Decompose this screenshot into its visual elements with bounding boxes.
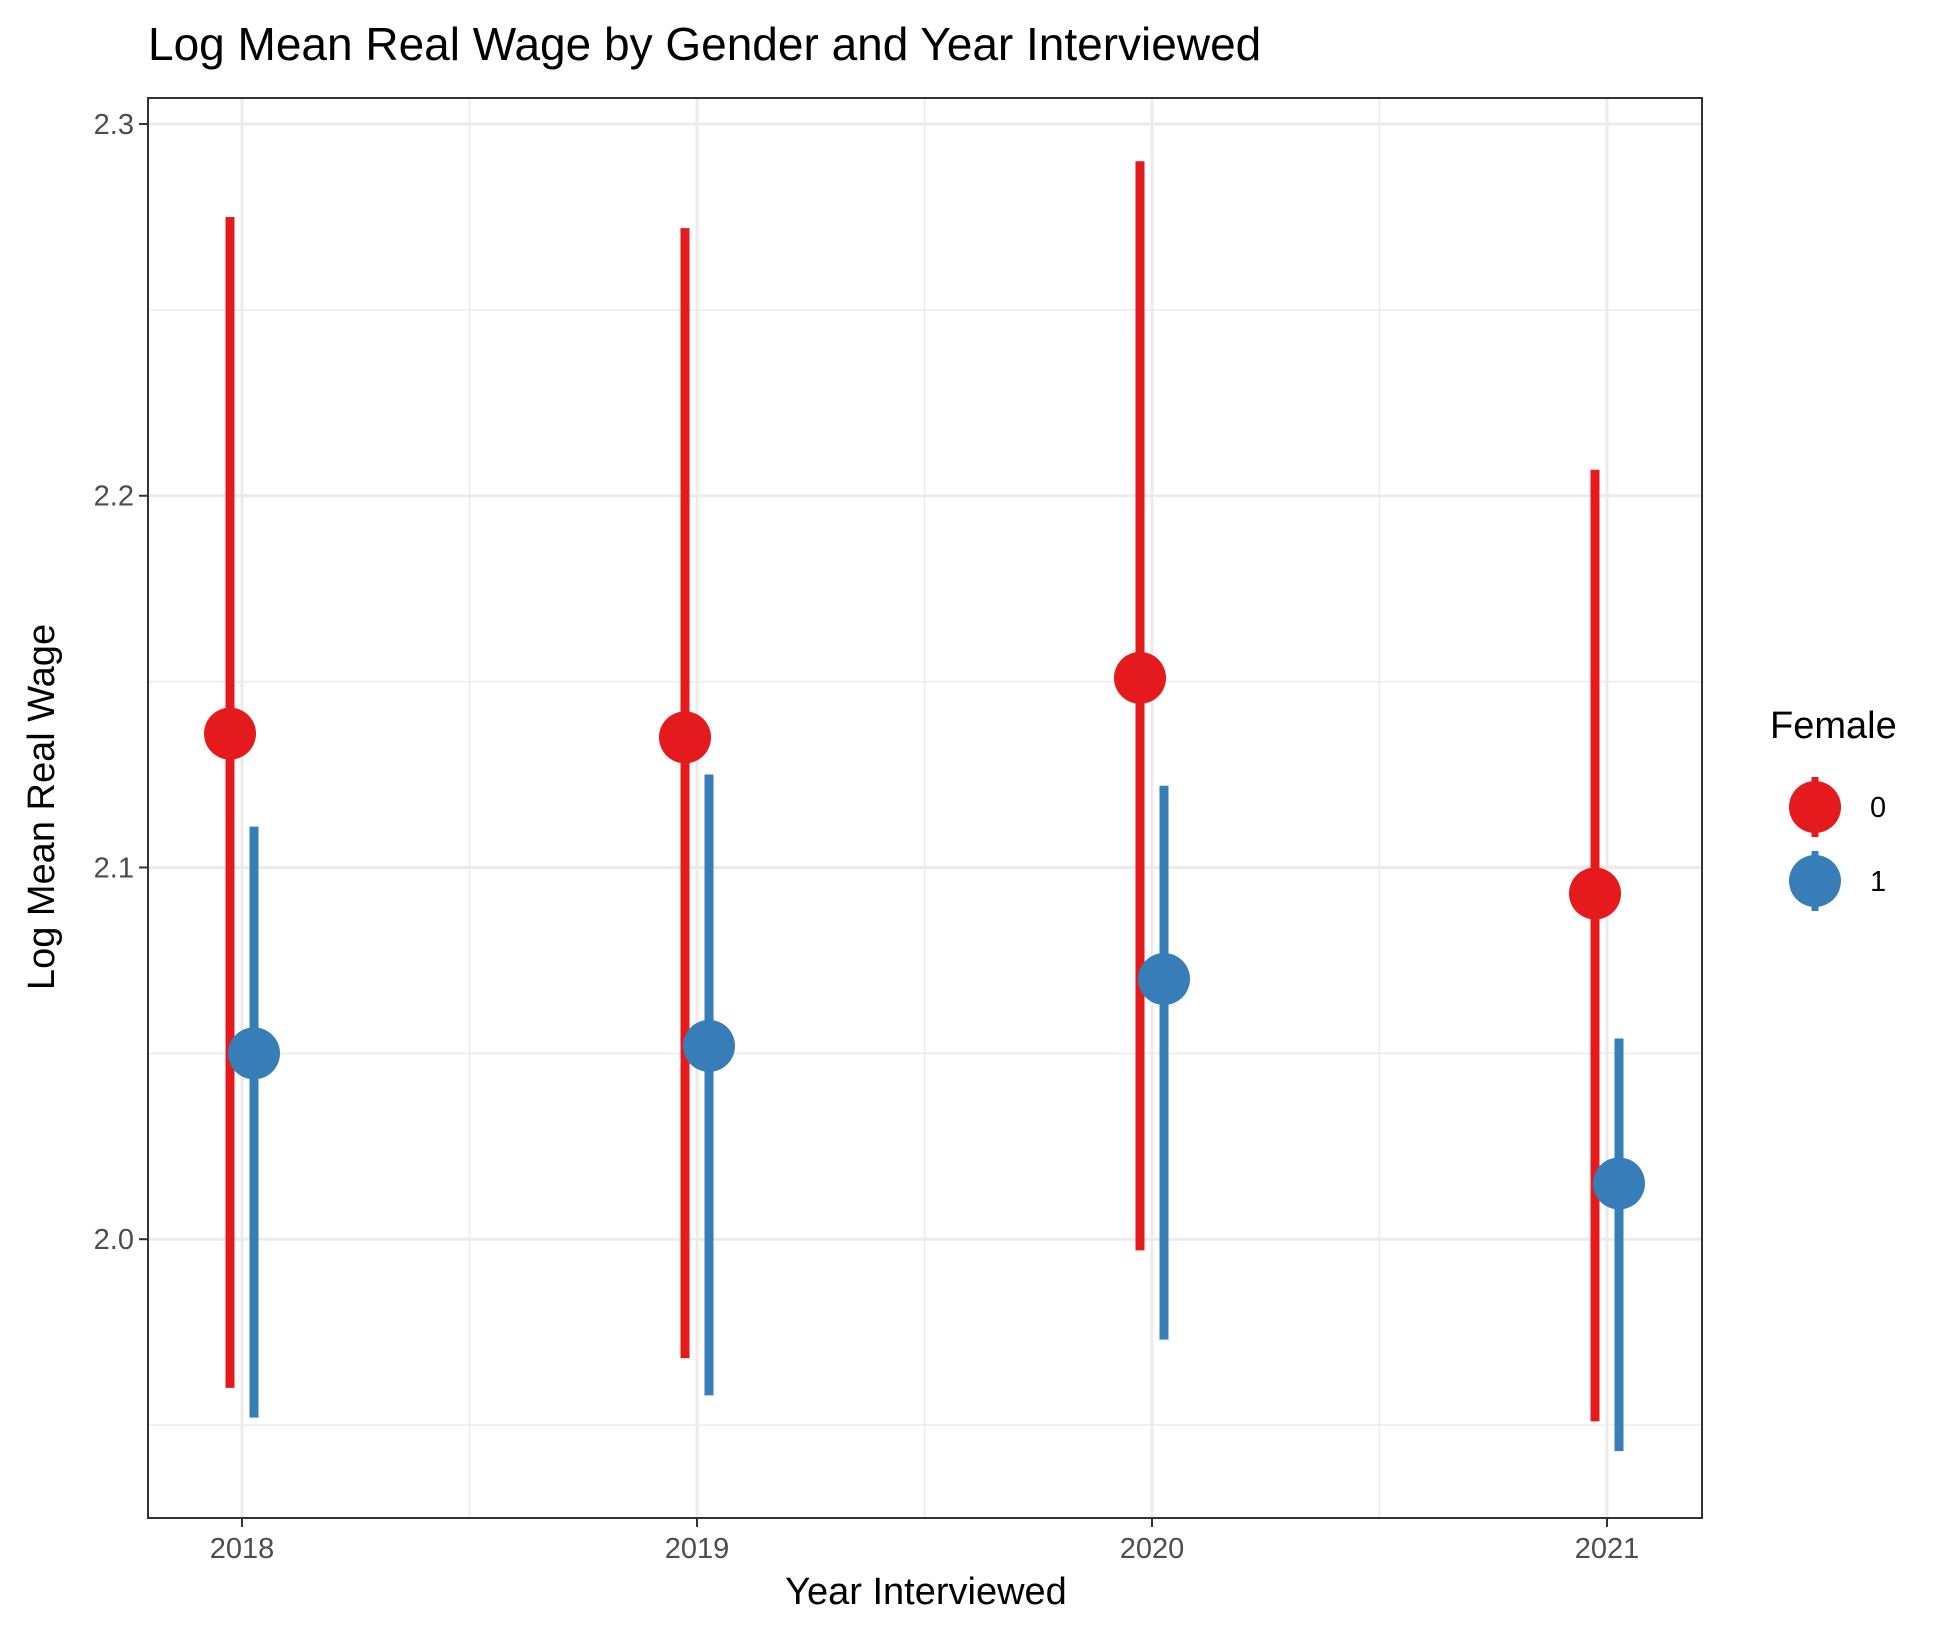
x-tick-label: 2019	[665, 1533, 730, 1565]
point-female-0-2021	[1569, 867, 1621, 920]
data-marks	[204, 161, 1645, 1452]
x-axis: 2018 2019 2020 2021	[210, 1518, 1640, 1565]
y-tick-label: 2.0	[94, 1224, 134, 1256]
y-axis: 2.0 2.1 2.2 2.3	[94, 109, 148, 1256]
point-female-1-2019	[683, 1019, 735, 1072]
point-female-1-2020	[1138, 952, 1190, 1005]
x-axis-title: Year Interviewed	[785, 1571, 1067, 1613]
legend-label-0: 0	[1870, 792, 1886, 824]
chart-title: Log Mean Real Wage by Gender and Year In…	[148, 18, 1261, 70]
point-female-0-2019	[659, 711, 711, 764]
panel-border	[147, 97, 1703, 1519]
x-tick-label: 2020	[1120, 1533, 1185, 1565]
point-female-1-2021	[1593, 1157, 1645, 1210]
plot-panel	[147, 97, 1703, 1519]
minor-gridlines	[148, 98, 1702, 1518]
x-tick-label: 2021	[1575, 1533, 1640, 1565]
y-tick-label: 2.2	[94, 481, 134, 513]
y-axis-title: Log Mean Real Wage	[21, 624, 63, 990]
y-tick-label: 2.3	[94, 109, 134, 141]
legend-title: Female	[1770, 705, 1897, 747]
legend-key-point-1	[1789, 855, 1841, 907]
point-female-0-2018	[204, 707, 256, 760]
x-tick-label: 2018	[210, 1533, 275, 1565]
legend: Female 0 1	[1770, 705, 1897, 911]
legend-label-1: 1	[1870, 866, 1886, 898]
point-female-0-2020	[1114, 651, 1166, 704]
point-female-1-2018	[228, 1027, 280, 1080]
major-gridlines	[148, 98, 1702, 1518]
y-tick-label: 2.1	[94, 852, 134, 884]
legend-key-point-0	[1789, 781, 1841, 833]
